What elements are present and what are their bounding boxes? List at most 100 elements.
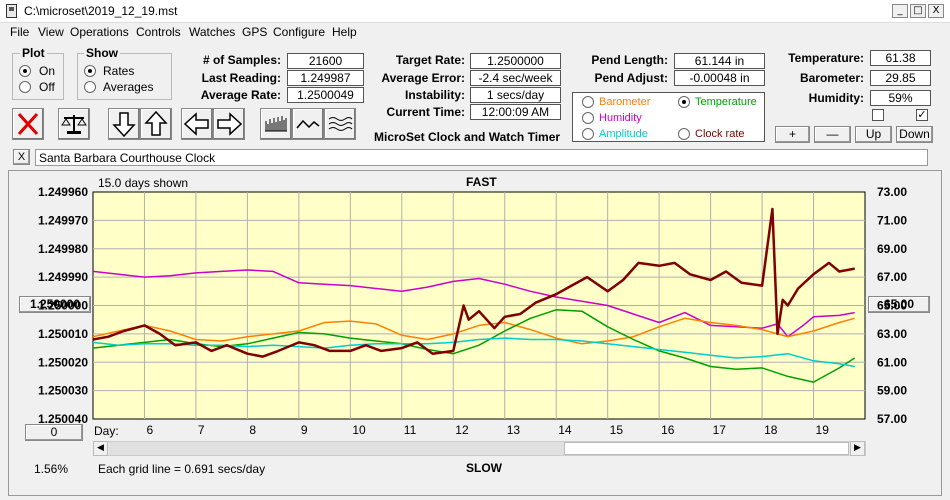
show-group bbox=[77, 53, 172, 100]
current-time-label: Current Time: bbox=[386, 105, 465, 119]
legend-temperature-radio[interactable] bbox=[678, 96, 690, 108]
right-tick-label: 71.00 bbox=[877, 213, 907, 227]
legend-amplitude-radio[interactable] bbox=[582, 128, 594, 140]
bars-view-button[interactable] bbox=[260, 108, 292, 140]
legend-humidity-label: Humidity bbox=[599, 112, 642, 124]
left-arrow-button[interactable] bbox=[181, 108, 213, 140]
maximize-button[interactable]: □ bbox=[910, 4, 926, 18]
menu-operations[interactable]: Operations bbox=[70, 25, 129, 39]
stop-button[interactable] bbox=[12, 108, 44, 140]
show-averages-radio[interactable] bbox=[84, 81, 96, 93]
last-reading-field: 1.249987 bbox=[287, 70, 364, 86]
menu-watches[interactable]: Watches bbox=[189, 25, 236, 39]
x-tick-label: 19 bbox=[816, 423, 830, 437]
series-amplitude-line bbox=[92, 337, 855, 368]
pend-length-field: 61.144 in bbox=[674, 53, 765, 69]
legend-barometer-radio[interactable] bbox=[582, 96, 594, 108]
menu-help[interactable]: Help bbox=[332, 25, 357, 39]
plot-off-radio[interactable] bbox=[19, 81, 31, 93]
close-button[interactable]: X bbox=[928, 4, 944, 18]
checkbox-2[interactable]: ✓ bbox=[916, 108, 928, 121]
legend-clock-rate-radio[interactable] bbox=[678, 128, 690, 140]
right-tick-label: 59.00 bbox=[877, 384, 907, 398]
red-x-icon bbox=[17, 112, 39, 136]
up-arrow-button[interactable] bbox=[140, 108, 172, 140]
barometer-field: 29.85 bbox=[870, 70, 931, 86]
days-shown-label: 15.0 days shown bbox=[98, 176, 189, 190]
x-tick-label: 12 bbox=[455, 423, 469, 437]
pend-adjust-label: Pend Adjust: bbox=[594, 71, 668, 85]
title-bar: C:\microset\2019_12_19.mst _ □ X bbox=[0, 0, 950, 23]
show-group-label: Show bbox=[84, 46, 120, 60]
rate-center-button[interactable]: 1.250000 bbox=[19, 296, 91, 313]
right-tick-label: 73.00 bbox=[877, 185, 907, 199]
legend-amplitude-label: Amplitude bbox=[599, 128, 648, 140]
plot-off-label: Off bbox=[39, 80, 55, 94]
down-arrow-button[interactable] bbox=[108, 108, 140, 140]
wave-lines-icon bbox=[328, 117, 353, 131]
menu-file[interactable]: File bbox=[10, 25, 30, 39]
scroll-thumb[interactable] bbox=[564, 442, 849, 455]
target-rate-field[interactable]: 1.2500000 bbox=[470, 53, 561, 69]
left-tick-label: 1.249970 bbox=[38, 213, 88, 227]
temperature-label: Temperature: bbox=[788, 51, 864, 65]
right-tick-label: 69.00 bbox=[877, 242, 907, 256]
pend-adjust-field[interactable]: -0.00048 in bbox=[674, 70, 765, 86]
arrow-left-icon bbox=[183, 112, 209, 136]
x-tick-label: 13 bbox=[507, 423, 521, 437]
right-tick-label: 65.00 bbox=[877, 299, 907, 313]
left-tick-label: 1.250030 bbox=[38, 384, 88, 398]
arrow-right-icon bbox=[217, 112, 243, 136]
left-tick-label: 1.250020 bbox=[38, 355, 88, 369]
x-tick-label: 7 bbox=[198, 423, 205, 437]
target-rate-label: Target Rate: bbox=[395, 53, 465, 67]
average-rate-label: Average Rate: bbox=[200, 88, 281, 102]
x-tick-label: 17 bbox=[713, 423, 727, 437]
scale-up-button[interactable]: Up bbox=[855, 126, 892, 143]
scroll-track[interactable] bbox=[109, 442, 564, 455]
clear-description-button[interactable]: X bbox=[13, 149, 30, 165]
zero-button[interactable]: 0 bbox=[25, 424, 83, 441]
scale-plus-button[interactable]: + bbox=[775, 126, 810, 143]
last-reading-label: Last Reading: bbox=[201, 71, 281, 85]
menu-configure[interactable]: Configure bbox=[273, 25, 326, 39]
balance-button[interactable] bbox=[58, 108, 90, 140]
chart-grid bbox=[93, 192, 865, 419]
show-rates-radio[interactable] bbox=[84, 65, 96, 77]
left-tick-label: 1.249980 bbox=[38, 242, 88, 256]
bar-graph-icon bbox=[265, 116, 287, 132]
scroll-right-arrow[interactable]: ▶ bbox=[850, 441, 865, 456]
menu-view[interactable]: View bbox=[38, 25, 64, 39]
menu-gps[interactable]: GPS bbox=[242, 25, 268, 39]
arrow-up-icon bbox=[144, 110, 168, 136]
menu-controls[interactable]: Controls bbox=[136, 25, 181, 39]
instability-field: 1 secs/day bbox=[470, 87, 561, 103]
left-tick-label: 1.250040 bbox=[38, 412, 88, 426]
legend-barometer-label: Barometer bbox=[599, 96, 651, 108]
description-input[interactable]: Santa Barbara Courthouse Clock bbox=[35, 149, 928, 166]
checkbox-1[interactable] bbox=[872, 109, 884, 121]
left-tick-label: 1.249960 bbox=[38, 185, 88, 199]
barometer-label: Barometer: bbox=[799, 71, 864, 85]
legend-humidity-radio[interactable] bbox=[582, 112, 594, 124]
app-icon bbox=[6, 4, 17, 18]
grid-note-label: Each grid line = 0.691 secs/day bbox=[98, 462, 266, 476]
x-tick-label: 10 bbox=[352, 423, 366, 437]
scroll-left-arrow[interactable]: ◀ bbox=[93, 441, 108, 456]
right-arrow-button[interactable] bbox=[213, 108, 245, 140]
plot-on-radio[interactable] bbox=[19, 65, 31, 77]
x-tick-label: 6 bbox=[146, 423, 153, 437]
temperature-center-button[interactable]: 65.00 bbox=[868, 296, 930, 313]
x-tick-label: 14 bbox=[558, 423, 572, 437]
scale-balance-icon bbox=[61, 115, 87, 134]
minimize-button[interactable]: _ bbox=[892, 4, 908, 18]
arrow-down-icon bbox=[112, 112, 136, 138]
chart-frame bbox=[8, 170, 942, 496]
humidity-label: Humidity: bbox=[808, 91, 864, 105]
legend-temperature-label: Temperature bbox=[695, 96, 757, 108]
scale-down-button[interactable]: Down bbox=[896, 126, 933, 143]
line-view-button[interactable] bbox=[292, 108, 324, 140]
wave-view-button[interactable] bbox=[324, 108, 356, 140]
scale-minus-button[interactable]: — bbox=[814, 126, 851, 143]
